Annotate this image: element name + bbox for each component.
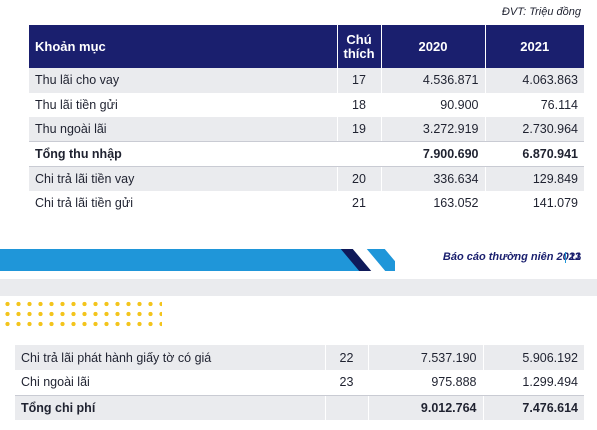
- table-row: Thu ngoài lãi 19 3.272.919 2.730.964: [29, 117, 584, 142]
- table-row: Thu lãi tiền gửi 18 90.900 76.114: [29, 92, 584, 117]
- row-note: 22: [325, 345, 369, 370]
- table-row: Thu lãi cho vay 17 4.536.871 4.063.863: [29, 68, 584, 93]
- row-item: Chi ngoài lãi: [15, 370, 326, 396]
- row-2021: 2.730.964: [485, 117, 584, 142]
- row-2021: 129.849: [485, 166, 584, 191]
- row-note: [325, 395, 369, 420]
- row-note: 19: [337, 117, 382, 142]
- row-item: Thu ngoài lãi: [29, 117, 338, 142]
- row-note: 20: [337, 166, 382, 191]
- footer-band-blue: [0, 249, 370, 271]
- row-note: 17: [337, 68, 382, 93]
- table-row: Chi trả lãi tiền vay 20 336.634 129.849: [29, 166, 584, 191]
- row-note: 21: [337, 190, 382, 215]
- row-2020: 975.888: [368, 370, 484, 396]
- row-item: Thu lãi cho vay: [29, 68, 338, 93]
- table-row: Chi ngoài lãi 23 975.888 1.299.494: [15, 370, 584, 396]
- row-2021: 76.114: [540, 97, 578, 112]
- dot-pattern-decoration: [2, 299, 162, 329]
- footer-band-right: [395, 249, 597, 271]
- header-2020: 2020: [381, 25, 486, 68]
- header-item: Khoản mục: [29, 25, 338, 68]
- row-note: [337, 141, 382, 167]
- row-item: Chi trả lãi phát hành giấy tờ có giá: [15, 345, 326, 370]
- table-row: Chi trả lãi tiền gửi 21 163.052 141.079: [29, 190, 584, 215]
- row-2021: 1.299.494: [483, 370, 584, 396]
- header-note: Chú thích: [337, 25, 382, 68]
- total-expense-row: Tổng chi phí 9.012.764 7.476.614: [15, 395, 584, 420]
- page-number: 13: [569, 251, 582, 263]
- row-2020: 7.900.690: [381, 141, 486, 167]
- row-item: Tổng chi phí: [15, 395, 326, 420]
- row-2020: 163.052: [381, 190, 486, 215]
- table-row: Chi trả lãi phát hành giấy tờ có giá 22 …: [15, 345, 584, 370]
- row-2021: 7.476.614: [483, 395, 584, 420]
- unit-note: ĐVT: Triệu đồng: [501, 6, 581, 18]
- row-item: Chi trả lãi tiền gửi: [29, 190, 338, 215]
- row-note: 23: [325, 370, 369, 396]
- row-note: 18: [337, 92, 382, 117]
- header-2021: 2021: [485, 25, 584, 68]
- row-2021: 141.079: [532, 195, 578, 210]
- row-2020: 4.536.871: [381, 68, 486, 93]
- row-2020: 7.537.190: [368, 345, 484, 370]
- row-2020: 90.900: [381, 92, 486, 117]
- row-2020: 336.634: [381, 166, 486, 191]
- expense-table: Chi trả lãi phát hành giấy tờ có giá 22 …: [15, 345, 584, 420]
- table-header-row: Khoản mục Chú thích 2020 2021: [29, 25, 584, 68]
- row-2021: 4.063.863: [485, 68, 584, 93]
- annual-report-title: Báo cáo thường niên 2021: [442, 251, 581, 263]
- row-2021: 5.906.192: [483, 345, 584, 370]
- page-header-strip: [0, 279, 597, 296]
- header-note-line1: Chú: [346, 31, 372, 47]
- header-note-line2: thích: [343, 45, 375, 61]
- row-2020: 3.272.919: [381, 117, 486, 142]
- row-item: Tổng thu nhập: [29, 141, 338, 167]
- income-table: Khoản mục Chú thích 2020 2021 Thu lãi ch…: [29, 25, 584, 215]
- row-item: Chi trả lãi tiền vay: [29, 166, 338, 191]
- page-number-divider: [565, 252, 566, 263]
- row-2020: 9.012.764: [368, 395, 484, 420]
- total-income-row: Tổng thu nhập 7.900.690 6.870.941: [29, 141, 584, 167]
- row-item: Thu lãi tiền gửi: [29, 92, 338, 117]
- row-2021: 6.870.941: [485, 141, 584, 167]
